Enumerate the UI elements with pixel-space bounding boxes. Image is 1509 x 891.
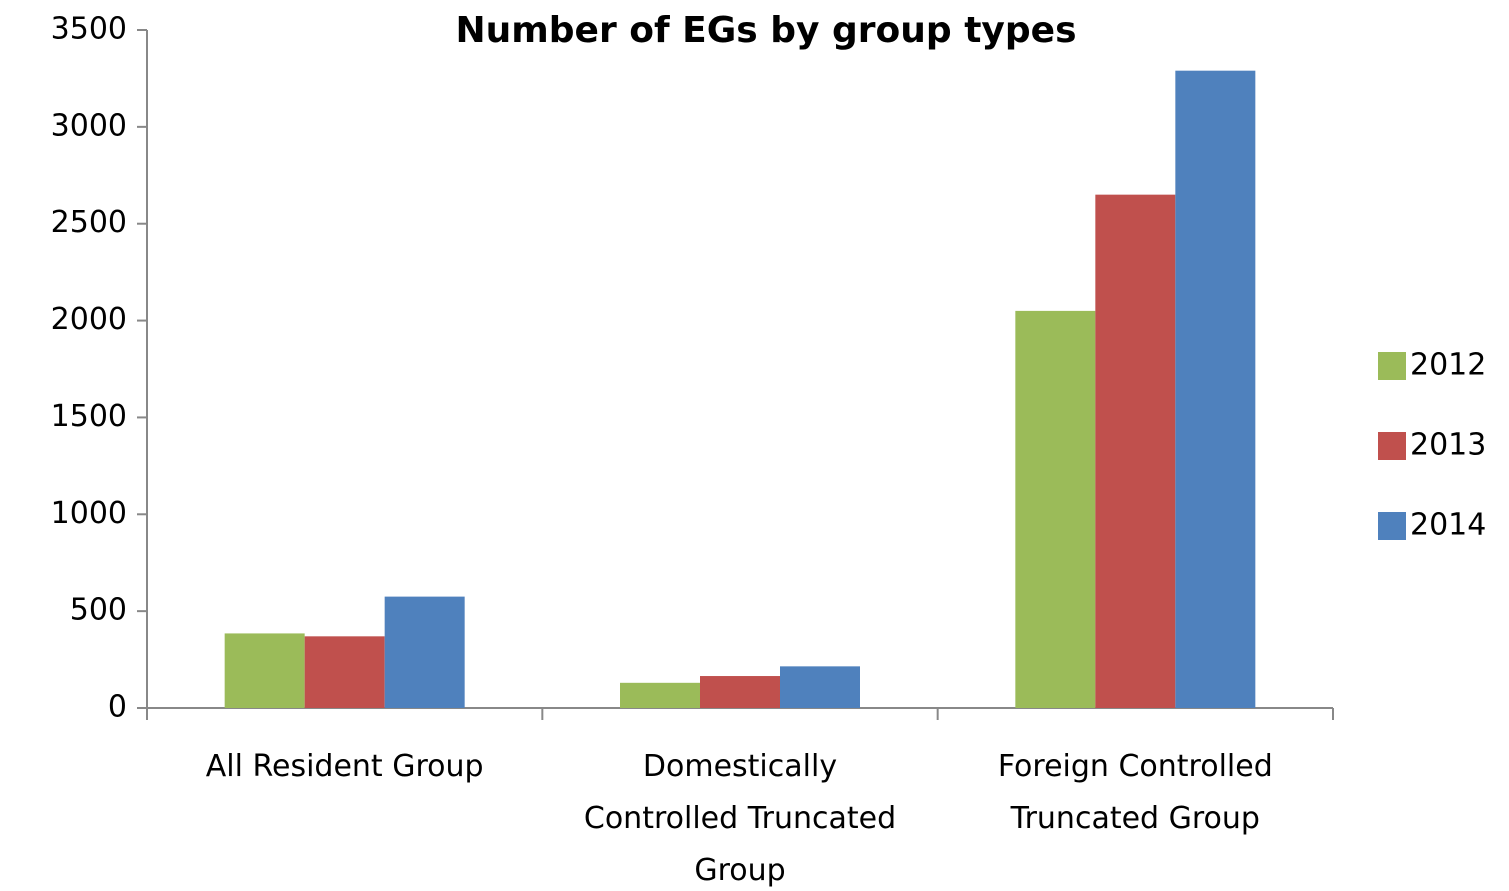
bar: [700, 676, 780, 708]
y-tick-label: 500: [70, 593, 127, 628]
legend-label: 2014: [1410, 508, 1486, 543]
chart-title: Number of EGs by group types: [455, 10, 1076, 51]
y-tick-label: 1000: [51, 496, 127, 531]
legend-swatch: [1378, 512, 1406, 540]
y-tick-label: 3500: [51, 12, 127, 47]
y-tick-label: 1500: [51, 399, 127, 434]
y-tick-label: 3000: [51, 108, 127, 143]
y-tick-label: 2000: [51, 302, 127, 337]
bar: [224, 633, 305, 708]
bar: [304, 636, 385, 708]
legend-label: 2013: [1410, 428, 1486, 463]
x-tick-label: All Resident Group: [206, 749, 484, 784]
bar: [1015, 310, 1096, 708]
x-tick-label: Foreign Controlled Truncated Group: [998, 749, 1273, 836]
y-tick-label: 0: [108, 690, 127, 725]
bar: [620, 682, 700, 708]
bar: [384, 596, 465, 708]
bar: [1095, 194, 1176, 708]
x-tick-label: Domestically Controlled Truncated Group: [584, 749, 896, 888]
bar: [780, 666, 860, 708]
legend-swatch: [1378, 352, 1406, 380]
legend-label: 2012: [1410, 348, 1486, 383]
bar: [1175, 70, 1256, 709]
y-tick-label: 2500: [51, 205, 127, 240]
legend-swatch: [1378, 432, 1406, 460]
